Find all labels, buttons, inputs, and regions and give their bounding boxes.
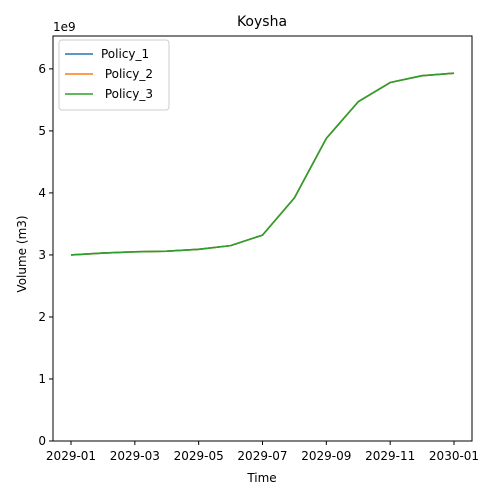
y-tick-label: 3	[38, 248, 46, 262]
x-tick-label: 2029-05	[174, 449, 224, 463]
axes-layer: 2029-01 2029-03 2029-05 2029-07 2029-09 2029-…	[38, 35, 479, 463]
y-tick-label: 4	[38, 186, 46, 200]
x-axis-title: Time	[246, 471, 276, 485]
y-tick-label: 6	[38, 62, 46, 76]
x-tick-label: 2029-11	[365, 449, 415, 463]
legend-box	[58, 39, 170, 111]
legend-label-policy-3: Policy_3	[101, 87, 153, 101]
x-tick-label: 2029-09	[301, 449, 351, 463]
x-tick-label: 2029-07	[237, 449, 287, 463]
x-tick-label: 2029-01	[46, 449, 96, 463]
y-offset-label: 1e9	[53, 20, 76, 34]
legend-label-policy-2: Policy_2	[101, 67, 153, 81]
series-layer	[70, 72, 455, 256]
y-tick-label: 5	[38, 124, 46, 138]
y-tick-label: 0	[38, 434, 46, 448]
legend: Policy_1 Policy_2 Policy_3	[58, 39, 170, 111]
x-tick-label: 2029-03	[110, 449, 160, 463]
legend-label-policy-1: Policy_1	[101, 47, 149, 61]
series-line-policy-3	[70, 72, 455, 256]
y-tick-label: 1	[38, 372, 46, 386]
y-axis-title: Volume (m3)	[15, 215, 29, 292]
x-tick-label: 2030-01	[429, 449, 479, 463]
chart-title: Koysha	[237, 14, 287, 30]
y-tick-label: 2	[38, 310, 46, 324]
